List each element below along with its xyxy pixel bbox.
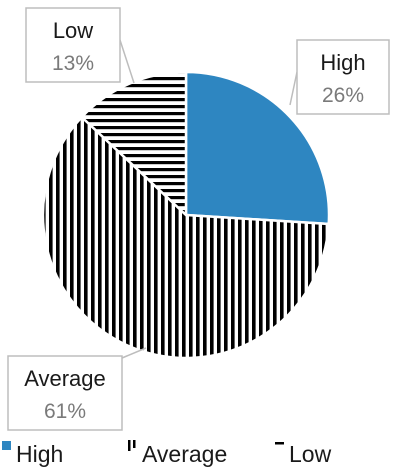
data-label-average-percent: 61%	[44, 400, 86, 423]
data-label-high-percent: 26%	[322, 84, 364, 107]
data-label-average-category: Average	[24, 366, 106, 391]
data-label-high-category: High	[320, 50, 365, 75]
leader-line-high	[290, 72, 297, 105]
data-label-low-category: Low	[53, 18, 93, 43]
legend: High Average Low	[2, 440, 332, 467]
legend-swatch-low	[275, 442, 284, 445]
legend-label-high: High	[16, 441, 63, 467]
leader-line-low	[120, 40, 134, 83]
legend-label-low: Low	[289, 441, 332, 467]
legend-swatch-average	[128, 440, 136, 451]
pie-slices	[43, 72, 329, 358]
legend-label-average: Average	[142, 441, 227, 467]
data-label-low-percent: 13%	[52, 52, 94, 75]
legend-swatch-high	[2, 441, 11, 450]
